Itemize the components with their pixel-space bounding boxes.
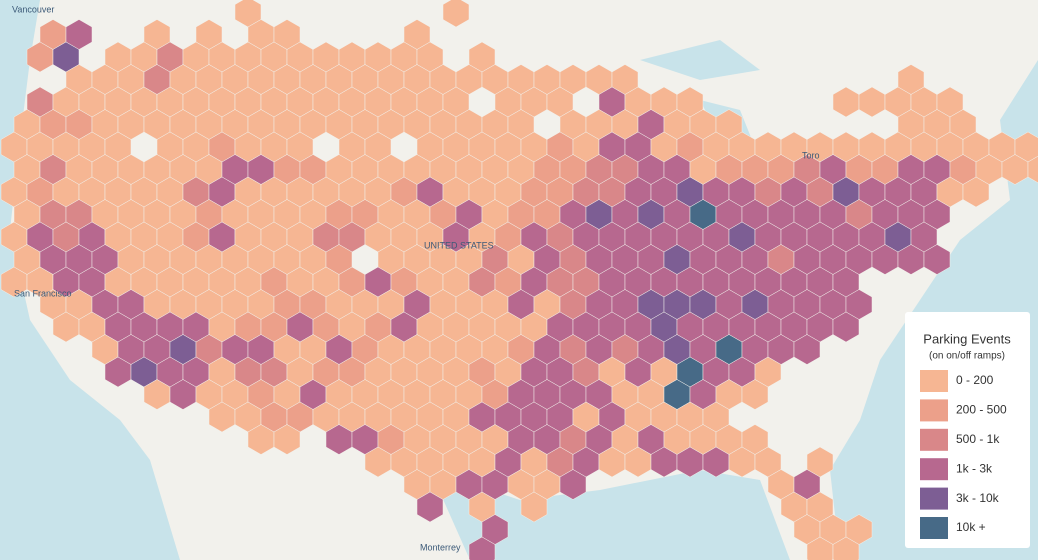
hex-bin xyxy=(832,311,860,343)
gulf xyxy=(430,470,790,560)
place-label: Toro xyxy=(802,150,820,160)
legend-swatch xyxy=(920,487,948,510)
legend-subtitle: (on on/off ramps) xyxy=(929,351,1005,362)
legend-label: 500 - 1k xyxy=(956,432,1000,446)
place-label: Monterrey xyxy=(420,542,461,552)
place-label: Vancouver xyxy=(12,4,54,14)
hex-bin xyxy=(442,0,470,28)
legend: Parking Events (on on/off ramps) 0 - 200… xyxy=(905,312,1030,548)
legend-swatch xyxy=(920,458,948,481)
place-label: San Francisco xyxy=(14,288,72,298)
hex-bin xyxy=(468,536,496,560)
hex-bin xyxy=(559,469,587,500)
hex-bin xyxy=(832,536,860,560)
hex-bin xyxy=(520,491,548,523)
hex-bin xyxy=(416,491,444,523)
pacific xyxy=(0,0,180,560)
legend-label: 0 - 200 xyxy=(956,373,994,387)
hex-bin xyxy=(741,379,769,410)
legend-label: 200 - 500 xyxy=(956,403,1007,417)
place-label: UNITED STATES xyxy=(424,240,494,250)
legend-title: Parking Events xyxy=(923,331,1011,346)
legend-label: 1k - 3k xyxy=(956,461,993,475)
legend-label: 10k + xyxy=(956,520,986,534)
legend-swatch xyxy=(920,517,948,539)
hex-bin xyxy=(962,176,990,208)
hex-bin xyxy=(273,424,301,455)
legend-label: 3k - 10k xyxy=(956,491,1000,505)
hex-bin xyxy=(923,244,951,275)
hex-bin xyxy=(1027,155,1038,184)
hex-bin xyxy=(793,334,821,365)
legend-swatch xyxy=(920,428,948,451)
legend-swatch xyxy=(920,399,948,422)
legend-swatch xyxy=(920,370,948,392)
